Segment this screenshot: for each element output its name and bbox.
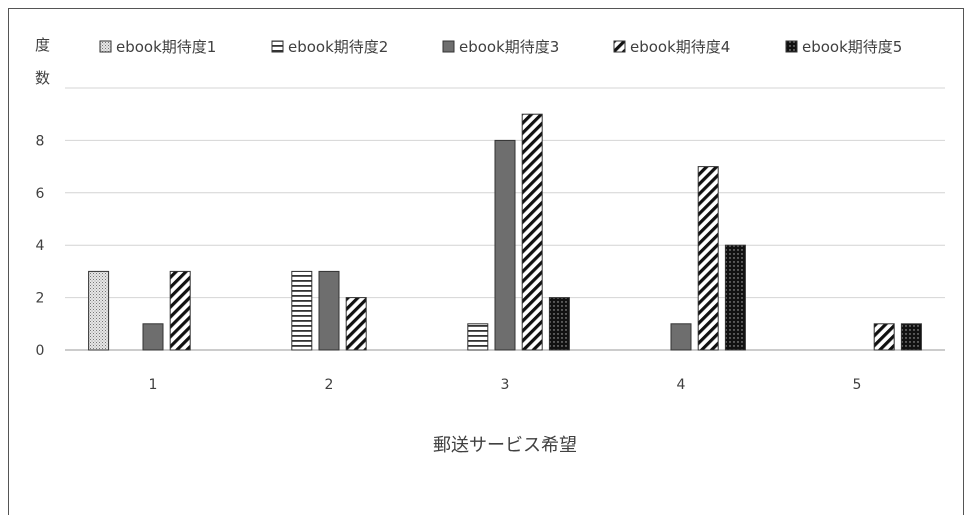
- bar-ebook期待度4-cat-4: [697, 166, 719, 351]
- legend-label: ebook期待度3: [459, 38, 559, 56]
- bar-ebook期待度4-cat-5: [873, 323, 895, 351]
- legend-swatch: [442, 40, 455, 53]
- bars: [88, 113, 922, 351]
- legend-label: ebook期待度1: [116, 38, 216, 56]
- y-tick-label: 4: [36, 238, 45, 254]
- bar-ebook期待度4-cat-2: [345, 297, 367, 351]
- x-category-label: 3: [501, 377, 510, 393]
- bar-ebook期待度5-cat-5: [900, 323, 922, 351]
- y-tick-label: 8: [36, 133, 45, 149]
- bar-ebook期待度3-cat-3: [494, 139, 516, 351]
- bar-ebook期待度2-cat-2: [291, 270, 313, 351]
- legend-label: ebook期待度2: [288, 38, 388, 56]
- bar-ebook期待度3-cat-1: [142, 323, 164, 351]
- y-tick-label: 0: [36, 343, 45, 359]
- x-category-label: 1: [149, 377, 158, 393]
- bar-ebook期待度2-cat-3: [467, 323, 489, 351]
- bar-ebook期待度3-cat-4: [670, 323, 692, 351]
- x-category-label: 2: [325, 377, 334, 393]
- chart-border: [8, 8, 964, 515]
- bar-ebook期待度4-cat-3: [521, 113, 543, 351]
- legend-swatch: [271, 40, 284, 53]
- y-axis-label-char-1: 度: [35, 36, 50, 54]
- bar-ebook期待度5-cat-3: [548, 297, 570, 351]
- x-category-label: 4: [677, 377, 686, 393]
- x-category-label: 5: [853, 377, 862, 393]
- legend-swatch: [613, 40, 626, 53]
- bar-ebook期待度3-cat-2: [318, 270, 340, 351]
- legend-swatch: [785, 40, 798, 53]
- legend-swatch: [99, 40, 112, 53]
- legend-label: ebook期待度5: [802, 38, 902, 56]
- legend-label: ebook期待度4: [630, 38, 730, 56]
- bar-ebook期待度1-cat-1: [88, 270, 110, 351]
- x-category-labels: 1 2 3 4 5: [149, 377, 862, 393]
- bar-ebook期待度5-cat-4: [724, 244, 746, 351]
- y-tick-label: 6: [36, 186, 45, 202]
- x-axis-label: 郵送サービス希望: [433, 435, 577, 456]
- y-tick-labels: 0 2 4 6 8: [36, 133, 45, 359]
- bar-ebook期待度4-cat-1: [169, 270, 191, 351]
- legend: ebook期待度1 ebook期待度2 ebook期待度3 ebook期待度4 eboo…: [99, 38, 902, 56]
- y-axis-label-char-2: 数: [35, 69, 50, 87]
- y-tick-label: 2: [36, 291, 45, 307]
